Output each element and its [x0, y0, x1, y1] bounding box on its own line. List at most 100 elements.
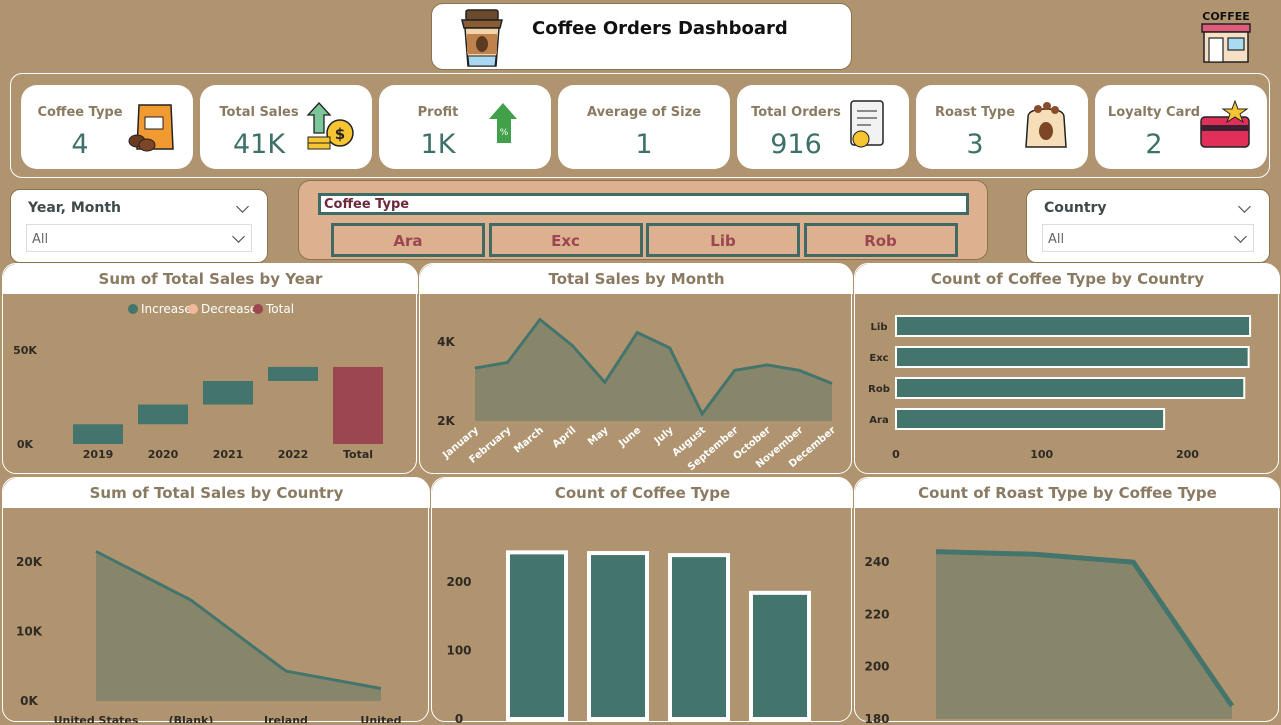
kpi-value: 1	[635, 129, 653, 160]
bar[interactable]	[895, 408, 1166, 430]
bar[interactable]	[668, 553, 730, 721]
country-label: Country	[1044, 200, 1107, 216]
bar[interactable]	[895, 315, 1252, 337]
y-tick-label: Ara	[869, 415, 888, 426]
title-card: Coffee Orders Dashboard	[431, 3, 852, 70]
series-line[interactable]	[95, 550, 382, 690]
waterfall-bar[interactable]	[333, 366, 383, 444]
coffee-bag-icon	[128, 104, 174, 152]
bar[interactable]	[895, 377, 1246, 399]
country-value: All	[1048, 232, 1065, 247]
y-tick-label: 10K	[16, 624, 43, 638]
country-slicer[interactable]: Country All	[1026, 189, 1270, 263]
chevron-down-icon	[232, 230, 245, 243]
chart-panel-sales-by-month[interactable]: Total Sales by Month 2K 4K January February M…	[419, 263, 853, 474]
svg-text:$: $	[335, 125, 345, 143]
y-tick-label: 240	[864, 555, 889, 569]
kpi-card-profit: Profit 1K%	[379, 85, 551, 169]
x-tick-label: (Blank)	[169, 714, 214, 723]
legend-label: Decrease	[201, 302, 257, 316]
x-tick-label: 2019	[83, 448, 114, 461]
chart-panel-sales-by-year[interactable]: Sum of Total Sales by Year Increase Decrea…	[2, 263, 418, 474]
coffee-type-slicer-label: Coffee Type	[318, 193, 969, 215]
x-tick-label: 0	[892, 448, 900, 461]
kpi-value: 41K	[232, 129, 286, 160]
bar[interactable]	[506, 550, 568, 721]
kpi-value: 3	[966, 129, 984, 160]
chart-panel-roast-by-coffee[interactable]: Count of Roast Type by Coffee Type 180 200…	[854, 477, 1280, 723]
y-tick-label: Exc	[869, 353, 888, 364]
y-tick-label: Rob	[868, 384, 890, 395]
kpi-label: Total Sales	[219, 105, 299, 120]
chevron-down-icon	[1234, 230, 1247, 243]
y-tick-label: 180	[864, 712, 889, 723]
area-fill	[475, 319, 832, 421]
slicer-button-exc[interactable]: Exc	[488, 223, 643, 257]
kpi-card-roast-type: Roast Type 3	[916, 85, 1088, 169]
waterfall-bar[interactable]	[268, 366, 318, 382]
chart-svg: Increase Decrease Total 0K 50K 2019 2020 2021 20…	[13, 302, 383, 461]
chevron-down-icon[interactable]	[1238, 200, 1251, 213]
series-line[interactable]	[474, 317, 833, 417]
y-tick-label: 100	[446, 643, 471, 657]
kpi-value: 1K	[420, 129, 456, 160]
legend-label: Increase	[141, 302, 192, 316]
year-month-dropdown[interactable]: All	[26, 224, 252, 252]
x-tick-label: 2021	[213, 448, 244, 461]
bar[interactable]	[895, 346, 1250, 368]
y-tick-label: 200	[864, 660, 889, 674]
y-tick-label: 0K	[17, 438, 34, 451]
legend-label: Total	[265, 302, 294, 316]
kpi-card-average-of-size: Average of Size 1	[558, 85, 730, 169]
x-tick-label: 2022	[278, 448, 309, 461]
coffee-shop-icon: COFFEE	[1201, 10, 1251, 63]
kpi-label: Coffee Type	[37, 105, 123, 120]
bar[interactable]	[749, 590, 811, 721]
chart-title: Count of Coffee Type	[432, 478, 853, 508]
x-tick-label: June	[616, 425, 643, 450]
money-coins-icon: $	[306, 102, 354, 150]
x-tick-label: 2020	[148, 448, 179, 461]
x-tick-label: 100	[1030, 448, 1053, 461]
area-fill	[936, 551, 1232, 719]
kpi-card-coffee-type: Coffee Type 4	[21, 85, 193, 169]
y-tick-label: 200	[446, 575, 471, 589]
kpi-band	[10, 73, 1270, 178]
slicer-button-lib[interactable]: Lib	[646, 223, 800, 257]
bar[interactable]	[587, 551, 649, 721]
waterfall-bar[interactable]	[138, 404, 188, 425]
percent-text: %	[500, 128, 509, 138]
slicer-button-rob[interactable]: Rob	[803, 223, 958, 257]
waterfall-bar[interactable]	[203, 381, 253, 405]
chevron-down-icon[interactable]	[236, 200, 249, 213]
kpi-card-total-sales: Total Sales 41K $	[200, 85, 372, 169]
y-tick-label: 220	[864, 607, 889, 621]
chart-panel-sales-by-country[interactable]: Sum of Total Sales by Country 0K 10K 20K Uni…	[2, 477, 430, 723]
page-title: Coffee Orders Dashboard	[532, 18, 788, 39]
country-dropdown[interactable]: All	[1042, 224, 1254, 252]
x-tick-label: July	[652, 425, 676, 448]
x-tick-label: Total	[343, 448, 373, 461]
chart-title: Sum of Total Sales by Year	[3, 264, 418, 294]
kpi-value: 916	[770, 129, 822, 160]
chart-panel-coffee-by-country[interactable]: Count of Coffee Type by Country Lib Exc Rob…	[854, 263, 1280, 474]
kpi-label: Loyalty Card	[1107, 105, 1201, 120]
y-tick-label: 0	[455, 712, 463, 723]
slicer-button-ara[interactable]: Ara	[331, 223, 485, 257]
x-tick-label: Ireland	[264, 714, 308, 723]
chart-panel-count-coffee-type[interactable]: Count of Coffee TypeLibExcRobAra0100200	[431, 477, 853, 723]
x-tick-label: May	[586, 425, 611, 448]
chart-svg: 180200220240LibExcRobAra	[864, 549, 1235, 723]
waterfall-bar[interactable]	[73, 424, 123, 444]
legend-marker	[188, 304, 198, 314]
legend-marker	[253, 304, 263, 314]
store-sign-text: COFFEE	[1202, 10, 1249, 23]
kpi-card-loyalty-card: Loyalty Card 2	[1095, 85, 1267, 169]
kpi-label: Profit	[417, 105, 459, 120]
kpi-label: Total Orders	[751, 105, 841, 120]
x-tick-label: United States	[54, 714, 139, 723]
series-line[interactable]	[935, 549, 1235, 708]
kpi-value: 2	[1145, 129, 1163, 160]
year-month-slicer[interactable]: Year, Month All	[10, 189, 268, 263]
